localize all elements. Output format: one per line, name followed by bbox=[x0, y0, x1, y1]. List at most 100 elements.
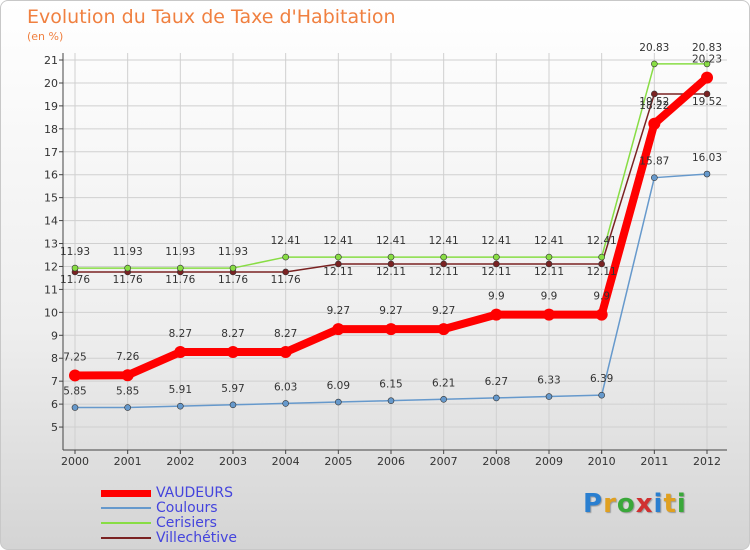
data-label-villechetive-2002: 11.76 bbox=[165, 274, 195, 286]
legend-swatch-coulours bbox=[101, 507, 151, 509]
x-tick-label-2004: 2004 bbox=[272, 455, 300, 468]
point-villechetive-2007 bbox=[440, 260, 447, 268]
data-label-villechetive-2010: 12.11 bbox=[587, 266, 617, 278]
y-tick-label-14: 14 bbox=[44, 215, 58, 228]
data-label-vaudeurs-2011: 18.22 bbox=[639, 100, 669, 112]
point-cerisiers-2011 bbox=[651, 60, 658, 68]
data-labels: 11.76 11.76 11.76 11.76 11.76 12.11 12.11 12.11… bbox=[60, 42, 722, 398]
y-tick-label-5: 5 bbox=[51, 421, 58, 434]
point-villechetive-2006 bbox=[387, 260, 395, 268]
data-label-villechetive-2001: 11.76 bbox=[113, 274, 143, 286]
data-label-coulours-2003: 5.97 bbox=[221, 383, 244, 395]
point-vaudeurs-2002 bbox=[174, 346, 187, 359]
x-tick-label-2012: 2012 bbox=[693, 455, 721, 468]
data-label-cerisiers-2011: 20.83 bbox=[639, 42, 669, 54]
point-villechetive-2004 bbox=[282, 268, 289, 276]
point-coulours-2008 bbox=[493, 394, 500, 402]
data-label-vaudeurs-2006: 9.27 bbox=[379, 305, 402, 317]
point-coulours-2000 bbox=[71, 404, 79, 411]
point-villechetive-2010 bbox=[598, 260, 605, 268]
data-label-cerisiers-2001: 11.93 bbox=[113, 246, 143, 258]
legend-item-vaudeurs: VAUDEURS bbox=[101, 486, 301, 501]
data-label-vaudeurs-2012: 20.23 bbox=[692, 54, 722, 66]
legend-label-cerisiers: Cerisiers bbox=[156, 515, 217, 531]
data-label-cerisiers-2006: 12.41 bbox=[376, 235, 406, 247]
data-label-cerisiers-2005: 12.41 bbox=[323, 235, 353, 247]
legend-swatch-villechetive bbox=[101, 537, 151, 539]
data-label-coulours-2005: 6.09 bbox=[327, 380, 350, 392]
y-tick-label-16: 16 bbox=[44, 169, 58, 182]
x-tick-label-2007: 2007 bbox=[430, 455, 458, 468]
data-label-villechetive-2009: 12.11 bbox=[534, 266, 564, 278]
point-vaudeurs-2011 bbox=[648, 117, 661, 130]
data-label-vaudeurs-2010: 9.9 bbox=[593, 291, 610, 303]
point-coulours-2005 bbox=[335, 398, 342, 406]
point-cerisiers-2002 bbox=[177, 264, 184, 272]
x-tick-label-2010: 2010 bbox=[588, 455, 616, 468]
point-coulours-2004 bbox=[282, 400, 289, 407]
point-cerisiers-2000 bbox=[71, 264, 79, 272]
point-coulours-2003 bbox=[229, 401, 237, 409]
data-label-vaudeurs-2002: 8.27 bbox=[169, 328, 192, 340]
point-coulours-2001 bbox=[124, 404, 131, 411]
point-coulours-2012 bbox=[703, 170, 711, 178]
data-label-vaudeurs-2001: 7.26 bbox=[116, 351, 140, 363]
data-label-cerisiers-2000: 11.93 bbox=[60, 246, 90, 258]
data-label-cerisiers-2007: 12.41 bbox=[429, 235, 459, 247]
data-label-vaudeurs-2004: 8.27 bbox=[274, 328, 297, 340]
data-label-coulours-2000: 5.85 bbox=[63, 386, 86, 398]
data-label-vaudeurs-2008: 9.9 bbox=[488, 291, 505, 303]
point-coulours-2006 bbox=[387, 397, 395, 404]
point-villechetive-2009 bbox=[545, 260, 553, 268]
point-villechetive-2011 bbox=[651, 90, 658, 98]
x-tick-label-2009: 2009 bbox=[535, 455, 563, 468]
axes: 5 6 7 8 9 10 11 12 13 14 15 16 17 18 19 20 21 2000 2001 200… bbox=[44, 53, 727, 468]
point-cerisiers-2012 bbox=[703, 60, 711, 68]
point-vaudeurs-2004 bbox=[279, 346, 292, 359]
point-coulours-2010 bbox=[598, 391, 605, 399]
y-tick-label-17: 17 bbox=[44, 146, 58, 159]
data-label-cerisiers-2002: 11.93 bbox=[165, 246, 195, 258]
y-tick-label-12: 12 bbox=[44, 260, 58, 273]
data-label-vaudeurs-2007: 9.27 bbox=[432, 305, 455, 317]
data-label-coulours-2004: 6.03 bbox=[274, 381, 297, 393]
y-tick-label-20: 20 bbox=[44, 77, 58, 90]
data-label-cerisiers-2008: 12.41 bbox=[481, 235, 511, 247]
y-tick-label-18: 18 bbox=[44, 123, 58, 136]
data-label-coulours-2007: 6.21 bbox=[432, 377, 455, 389]
x-tick-label-2001: 2001 bbox=[114, 455, 142, 468]
point-cerisiers-2005 bbox=[335, 253, 342, 261]
legend-swatch-vaudeurs bbox=[101, 490, 151, 497]
data-label-vaudeurs-2005: 9.27 bbox=[327, 305, 350, 317]
data-label-vaudeurs-2003: 8.27 bbox=[221, 328, 244, 340]
legend-item-coulours: Coulours bbox=[101, 501, 301, 516]
data-label-villechetive-2005: 12.11 bbox=[323, 266, 353, 278]
data-label-vaudeurs-2000: 7.25 bbox=[63, 351, 86, 363]
series-lines bbox=[69, 60, 713, 411]
point-cerisiers-2010 bbox=[598, 253, 605, 261]
x-tick-label-2000: 2000 bbox=[61, 455, 89, 468]
y-tick-label-10: 10 bbox=[44, 306, 58, 319]
data-label-cerisiers-2003: 11.93 bbox=[218, 246, 248, 258]
data-label-coulours-2012: 16.03 bbox=[692, 152, 722, 164]
data-label-villechetive-2011: 19.52 bbox=[639, 96, 669, 108]
point-cerisiers-2008 bbox=[493, 253, 500, 261]
y-tick-label-21: 21 bbox=[44, 54, 58, 67]
y-tick-label-8: 8 bbox=[51, 352, 58, 365]
y-tick-label-11: 11 bbox=[44, 283, 58, 296]
legend-label-coulours: Coulours bbox=[156, 500, 218, 516]
data-label-coulours-2011: 15.87 bbox=[639, 156, 669, 168]
point-coulours-2009 bbox=[545, 393, 553, 400]
chart-title: Evolution du Taux de Taxe d'Habitation bbox=[27, 6, 396, 28]
point-vaudeurs-2007 bbox=[437, 323, 450, 336]
point-vaudeurs-2009 bbox=[543, 308, 555, 321]
x-tick-label-2011: 2011 bbox=[640, 455, 668, 468]
data-label-villechetive-2007: 12.11 bbox=[429, 266, 459, 278]
y-tick-label-6: 6 bbox=[51, 398, 58, 411]
proxiti-logo: Proxiti bbox=[583, 489, 687, 519]
data-label-vaudeurs-2009: 9.9 bbox=[541, 291, 558, 303]
x-tick-label-2003: 2003 bbox=[219, 455, 247, 468]
data-label-coulours-2001: 5.85 bbox=[116, 386, 139, 398]
point-vaudeurs-2012 bbox=[701, 71, 713, 84]
